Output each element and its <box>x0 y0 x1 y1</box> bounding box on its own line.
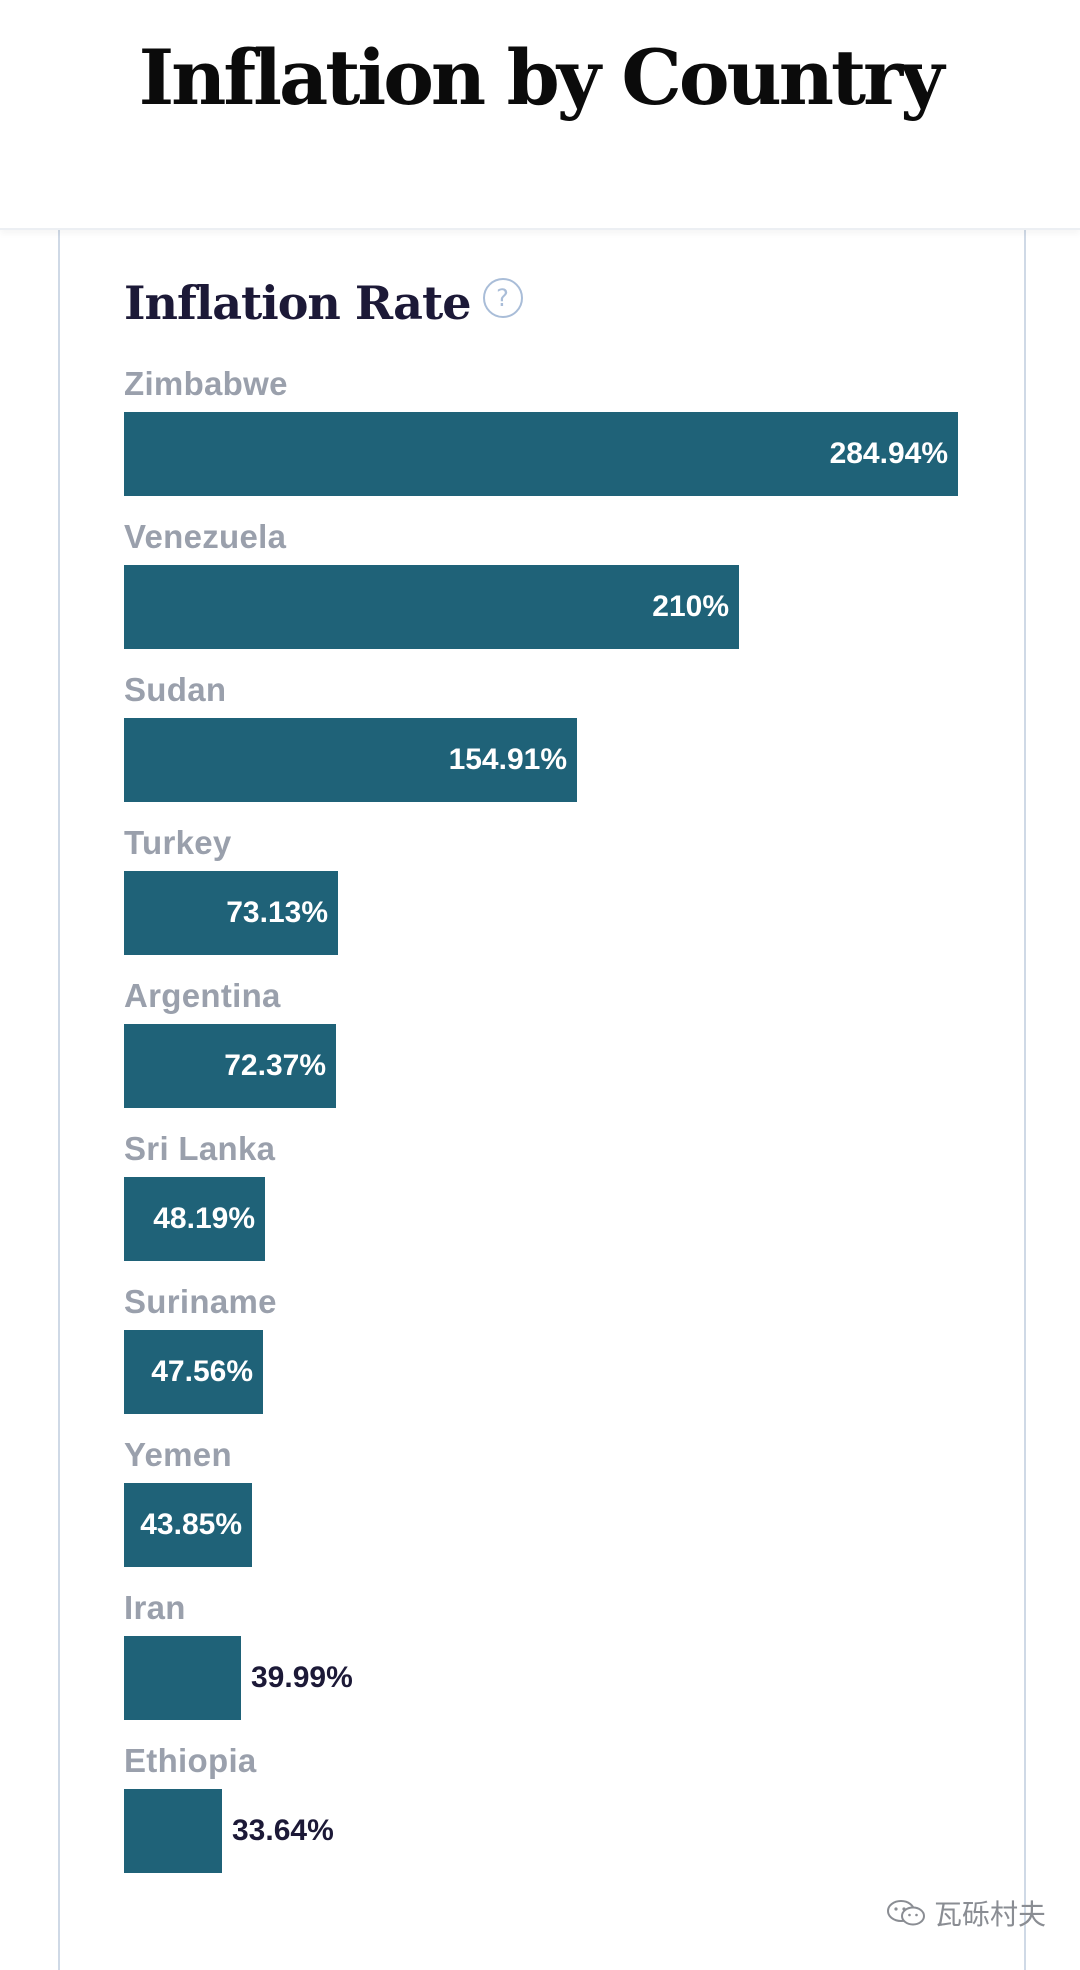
bar-row: Suriname 47.56% <box>124 1278 958 1431</box>
data-label: 72.37% <box>224 1049 326 1082</box>
bar <box>124 412 958 496</box>
help-icon[interactable]: ? <box>482 278 523 318</box>
bar <box>124 871 338 955</box>
page-header: Inflation by Country <box>0 0 1080 230</box>
bar <box>124 718 577 802</box>
category-label: Venezuela <box>124 518 287 555</box>
category-label: Iran <box>124 1589 186 1626</box>
bar-row: Zimbabwe 284.94% <box>124 360 958 513</box>
data-label: 48.19% <box>153 1202 255 1235</box>
category-label: Zimbabwe <box>124 365 288 402</box>
data-label: 73.13% <box>226 896 328 929</box>
bar <box>124 1789 222 1873</box>
data-label: 47.56% <box>151 1355 253 1388</box>
data-label: 39.99% <box>251 1661 353 1694</box>
bar <box>124 1024 336 1108</box>
data-label: 154.91% <box>448 743 567 776</box>
data-label: 210% <box>652 590 729 623</box>
category-label: Argentina <box>124 977 281 1014</box>
bar <box>124 1636 241 1720</box>
bar-row: Yemen 43.85% <box>124 1431 958 1584</box>
bar-row: Turkey 73.13% <box>124 819 958 972</box>
data-label: 43.85% <box>140 1508 242 1541</box>
chart-title: Inflation Rate <box>124 276 471 330</box>
bar-row: Sudan 154.91% <box>124 666 958 819</box>
bar <box>124 1177 265 1261</box>
wechat-icon <box>886 1900 925 1926</box>
bar <box>124 1330 263 1414</box>
data-label: 33.64% <box>232 1814 334 1847</box>
category-label: Turkey <box>124 824 232 861</box>
page-title: Inflation by Country <box>138 33 945 122</box>
category-label: Ethiopia <box>124 1742 257 1779</box>
bar-row: Sri Lanka 48.19% <box>124 1125 958 1278</box>
category-label: Sri Lanka <box>124 1130 276 1167</box>
bar-row: Venezuela 210% <box>124 513 958 666</box>
chart-heading: Inflation Rate ? <box>124 268 523 338</box>
watermark: 瓦砾村夫 <box>886 1893 1046 1933</box>
bar-row: Ethiopia 33.64% <box>124 1737 958 1890</box>
bar-row: Iran 39.99% <box>124 1584 958 1737</box>
category-label: Yemen <box>124 1436 232 1473</box>
bar-row: Argentina 72.37% <box>124 972 958 1125</box>
bar-chart: Zimbabwe 284.94% Venezuela 210% Sudan 154.91%… <box>124 360 958 1890</box>
watermark-text: 瓦砾村夫 <box>933 1898 1046 1931</box>
bar <box>124 565 739 649</box>
category-label: Suriname <box>124 1283 277 1320</box>
category-label: Sudan <box>124 671 227 708</box>
data-label: 284.94% <box>829 437 948 470</box>
bar <box>124 1483 252 1567</box>
